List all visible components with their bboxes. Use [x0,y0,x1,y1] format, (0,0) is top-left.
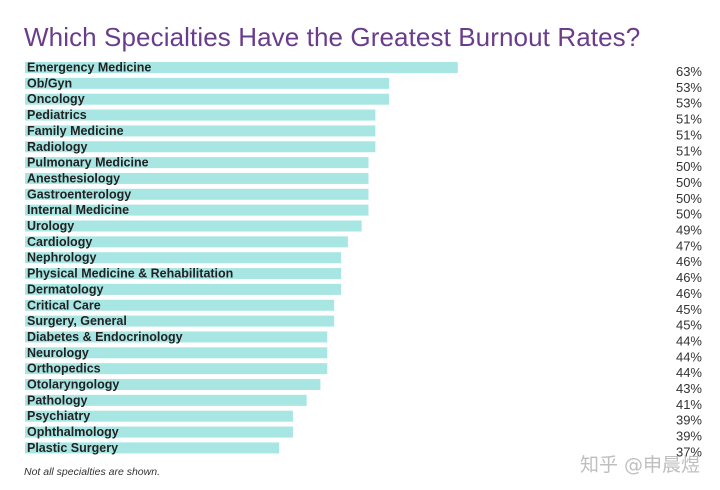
category-label-physical-medicine-and-rehabilitation: Physical Medicine & Rehabilitation [27,267,233,281]
value-label-critical-care: 45% [676,302,702,317]
bar-surgery-general [25,315,335,327]
value-label-internal-medicine: 50% [676,207,702,222]
value-label-psychiatry: 39% [676,413,702,428]
value-label-gastroenterology: 50% [676,191,702,206]
bar-plastic-surgery [25,442,280,454]
bar-psychiatry [25,410,293,422]
value-label-urology: 49% [676,223,702,238]
value-label-radiology: 51% [676,143,702,158]
bar-physical-medicine-and-rehabilitation [25,268,342,280]
bar-ob-gyn [25,77,390,89]
value-label-ob-gyn: 53% [676,80,702,95]
bar-diabetes-and-endocrinology [25,331,328,343]
bar-otolaryngology [25,379,321,390]
category-label-urology: Urology [27,219,74,233]
bar-dermatology [25,283,342,295]
value-label-dermatology: 46% [676,286,702,301]
value-label-anesthesiology: 50% [676,175,702,190]
value-label-pathology: 41% [676,397,702,412]
chart-title: Which Specialties Have the Greatest Burn… [24,22,641,52]
category-label-internal-medicine: Internal Medicine [27,203,129,217]
bar-emergency-medicine [25,62,458,73]
category-label-critical-care: Critical Care [27,298,101,312]
value-label-oncology: 53% [676,96,702,111]
value-label-diabetes-and-endocrinology: 44% [676,333,702,348]
category-label-orthopedics: Orthopedics [27,362,101,376]
value-label-otolaryngology: 43% [676,381,702,396]
bar-neurology [25,347,328,359]
category-label-pulmonary-medicine: Pulmonary Medicine [27,156,149,170]
category-label-anesthesiology: Anesthesiology [27,171,120,185]
bar-pediatrics [25,109,376,121]
bar-pulmonary-medicine [25,157,369,169]
value-label-cardiology: 47% [676,238,702,253]
bar-critical-care [25,299,335,311]
bar-family-medicine [25,125,376,137]
bar-cardiology [25,236,348,248]
category-label-plastic-surgery: Plastic Surgery [27,441,118,455]
bar-pathology [25,394,307,406]
category-label-pathology: Pathology [27,393,87,407]
bar-internal-medicine [25,204,369,216]
category-label-gastroenterology: Gastroenterology [27,187,131,201]
category-label-cardiology: Cardiology [27,235,92,249]
value-label-pulmonary-medicine: 50% [676,159,702,174]
category-label-diabetes-and-endocrinology: Diabetes & Endocrinology [27,330,183,344]
bar-radiology [25,141,376,153]
bar-anesthesiology [25,172,369,184]
category-label-ophthalmology: Ophthalmology [27,425,119,439]
value-label-neurology: 44% [676,349,702,364]
value-label-plastic-surgery: 37% [676,444,702,459]
category-label-surgery-general: Surgery, General [27,314,127,328]
bar-ophthalmology [25,426,293,438]
bar-urology [25,220,362,232]
value-label-orthopedics: 44% [676,365,702,380]
watermark: 知乎 @申晨煜 [579,454,700,476]
footnote: Not all specialties are shown. [24,466,160,478]
bar-oncology [25,93,390,105]
value-label-nephrology: 46% [676,254,702,269]
value-label-physical-medicine-and-rehabilitation: 46% [676,270,702,285]
value-label-family-medicine: 51% [676,127,702,142]
category-label-neurology: Neurology [27,346,89,360]
category-label-family-medicine: Family Medicine [27,124,124,138]
category-label-radiology: Radiology [27,140,87,154]
bar-nephrology [25,252,342,264]
bar-orthopedics [25,363,328,375]
category-label-psychiatry: Psychiatry [27,409,90,423]
category-label-emergency-medicine: Emergency Medicine [27,61,151,75]
value-label-ophthalmology: 39% [676,429,702,444]
value-label-emergency-medicine: 63% [676,64,702,79]
value-label-surgery-general: 45% [676,318,702,333]
category-label-dermatology: Dermatology [27,282,103,296]
category-label-oncology: Oncology [27,92,85,106]
value-label-pediatrics: 51% [676,112,702,127]
category-label-otolaryngology: Otolaryngology [27,378,119,392]
category-label-nephrology: Nephrology [27,251,96,265]
bar-gastroenterology [25,188,369,200]
category-label-pediatrics: Pediatrics [27,108,87,122]
category-label-ob-gyn: Ob/Gyn [27,76,72,90]
